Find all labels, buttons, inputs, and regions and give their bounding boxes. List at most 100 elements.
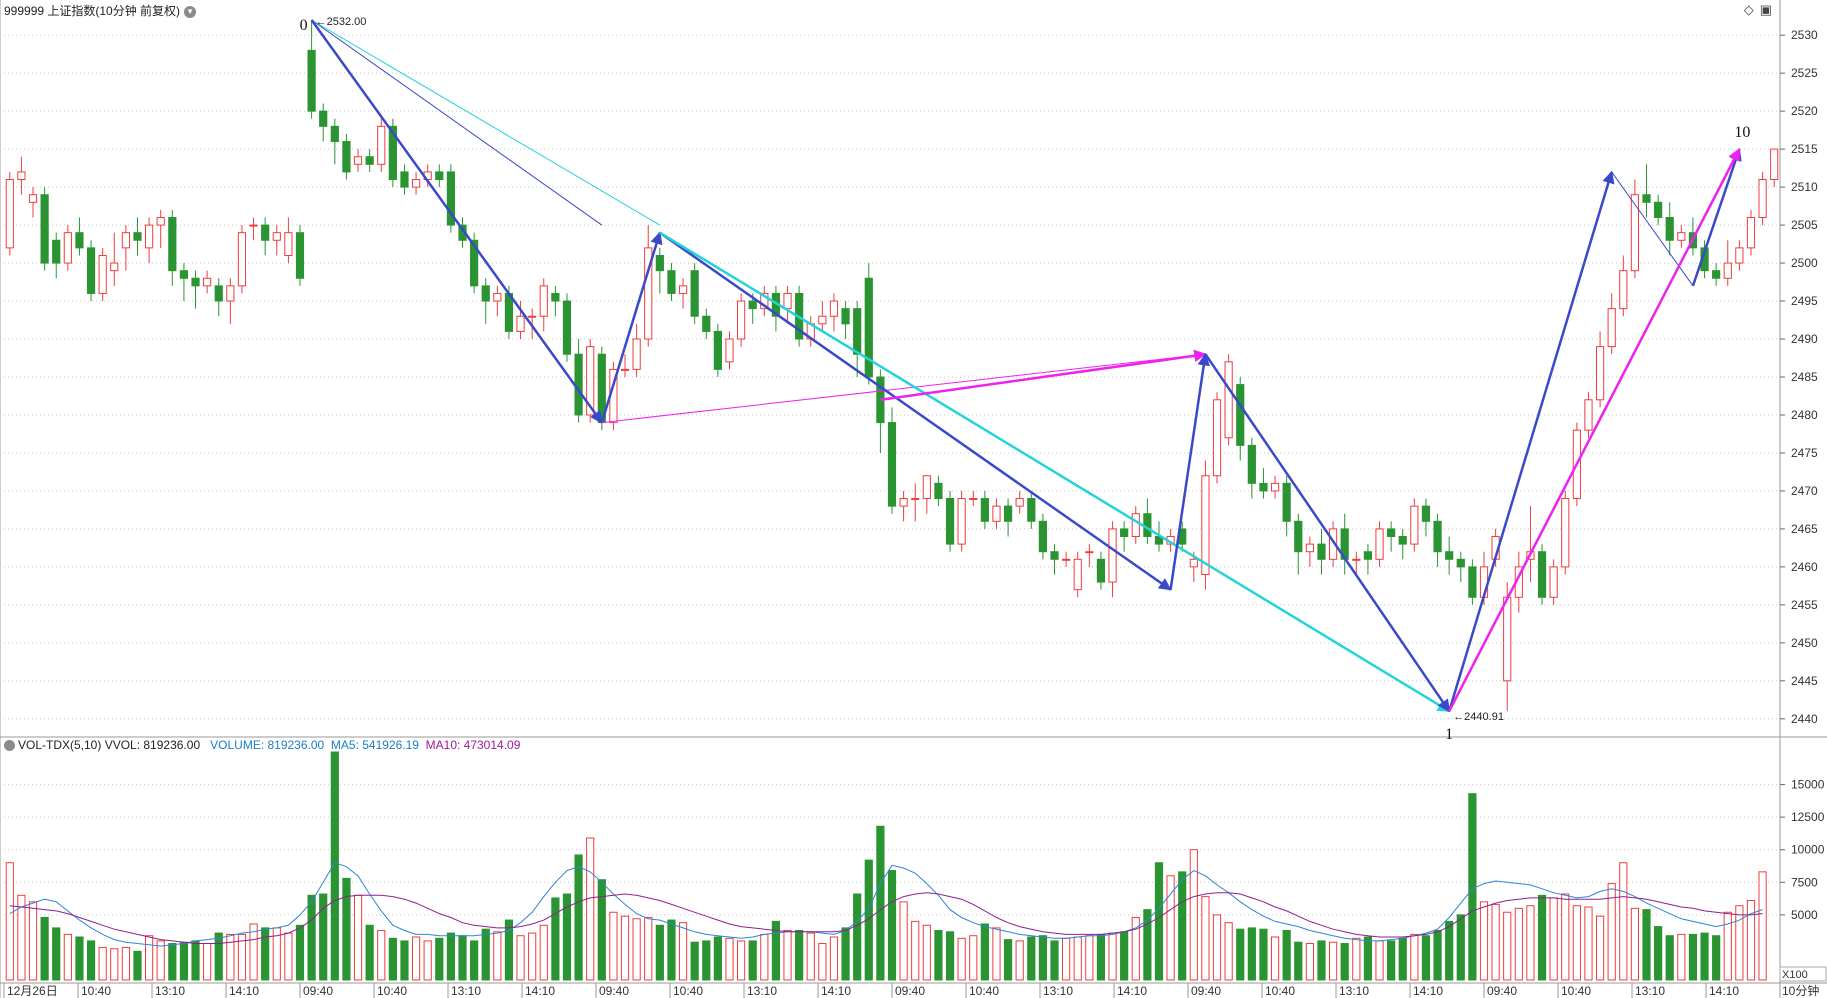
price-tick-label: 2455 — [1791, 598, 1818, 612]
volume-bar-down — [1688, 933, 1698, 981]
candle-up — [1189, 558, 1198, 568]
trend-line — [880, 349, 1207, 402]
chevron-down-icon[interactable]: ▼ — [184, 5, 197, 18]
window-icon[interactable]: ▣ — [1759, 2, 1772, 17]
candle-up — [1062, 558, 1071, 561]
price-tick-label: 2525 — [1791, 66, 1818, 80]
volume-bar-up — [725, 937, 734, 981]
candle-down — [86, 247, 96, 294]
volume-bar-down — [295, 924, 305, 981]
time-tick-label: 09:40 — [303, 984, 333, 998]
candle-down — [1143, 513, 1152, 538]
volume-bar-down — [365, 924, 374, 981]
volume-bar-down — [1433, 929, 1442, 981]
candle-down — [388, 125, 397, 181]
candle-up — [284, 232, 293, 256]
candle-up — [121, 232, 130, 249]
time-tick-label: 12月26日 — [7, 984, 58, 998]
volume-bar-down — [1340, 943, 1349, 981]
volume-bar-up — [620, 915, 630, 981]
candle-up — [957, 498, 966, 545]
price-tick-label: 2445 — [1791, 674, 1818, 688]
candle-down — [1027, 498, 1036, 522]
trend-line — [601, 353, 1206, 424]
volume-bar-up — [539, 924, 548, 981]
price-tick-label: 2480 — [1791, 408, 1818, 422]
volume-value: VOLUME: 819236.00 — [210, 738, 325, 752]
volume-bar-up — [1619, 862, 1628, 981]
volume-bar-up — [992, 927, 1001, 981]
volume-bar-up — [516, 935, 525, 981]
volume-bar-down — [1178, 871, 1187, 981]
volume-bar-down — [1027, 936, 1036, 981]
candle-down — [40, 194, 49, 264]
candle-up — [110, 262, 119, 272]
price-tick-label: 2460 — [1791, 560, 1818, 574]
volume-bar-down — [1143, 909, 1152, 981]
volume-bar-up — [1015, 940, 1024, 981]
volume-bar-up — [1584, 906, 1593, 981]
candle-up — [1607, 308, 1616, 348]
volume-bar-down — [52, 927, 61, 981]
volume-bar-down — [1259, 928, 1268, 981]
candle-up — [818, 315, 827, 325]
candle-up — [1375, 528, 1384, 560]
diamond-icon[interactable]: ◇ — [1743, 2, 1754, 17]
candle-up — [620, 368, 630, 371]
volume-bar-down — [191, 940, 200, 981]
time-tick-label: 14:10 — [1413, 984, 1443, 998]
volume-bar-up — [98, 946, 107, 981]
candle-up — [1561, 498, 1570, 568]
price-tick-label: 2440 — [1791, 712, 1818, 726]
time-tick-label: 13:10 — [1635, 984, 1665, 998]
volume-bar-down — [1050, 940, 1059, 981]
candle-down — [551, 292, 560, 302]
candle-down — [667, 270, 676, 294]
candle-down — [702, 315, 711, 332]
volume-bar-down — [667, 919, 676, 981]
volume-bar-up — [1328, 941, 1338, 981]
candle-down — [1120, 528, 1129, 538]
candle-up — [144, 224, 154, 249]
volume-bar-up — [609, 911, 618, 981]
volume-bar-up — [736, 940, 746, 981]
volume-bar-down — [1398, 937, 1407, 981]
volume-bar-up — [644, 916, 653, 981]
volume-bar-down — [702, 940, 711, 981]
volume-bar-down — [261, 927, 270, 981]
chart-title-bar: 999999 上证指数(10分钟 前复权) ▼ — [4, 2, 197, 19]
candle-down — [1236, 384, 1245, 446]
volume-bar-down — [1445, 920, 1454, 981]
volume-bar-up — [1166, 875, 1175, 981]
volume-bar-down — [1317, 940, 1326, 981]
volume-scale-box — [1779, 966, 1827, 982]
top-icon-bar: ◇ ▣ — [1738, 2, 1772, 18]
volume-bar-up — [1352, 937, 1361, 981]
candle-up — [1758, 179, 1767, 218]
volume-bar-down — [1421, 935, 1431, 981]
chevron-down-icon[interactable] — [4, 740, 15, 752]
volume-bar-up — [1212, 914, 1222, 981]
volume-bar-down — [713, 936, 722, 981]
candle-up — [493, 292, 502, 302]
volume-bar-up — [353, 894, 363, 981]
price-tick-label: 2520 — [1791, 104, 1818, 118]
candle-up — [237, 232, 247, 287]
candle-up — [528, 315, 537, 318]
volume-bar-up — [1503, 911, 1512, 981]
trend-line — [311, 19, 661, 226]
candle-down — [261, 224, 270, 241]
volume-bar-down — [934, 929, 943, 981]
volume-bar-down — [1120, 931, 1129, 981]
volume-bar-down — [446, 932, 456, 981]
candle-up — [203, 277, 212, 287]
volume-bar-down — [133, 950, 142, 981]
volume-bar-down — [1665, 935, 1674, 981]
volume-bar-down — [307, 894, 316, 981]
candle-down — [864, 277, 873, 378]
time-tick-label: 09:40 — [1191, 984, 1221, 998]
trend-line — [1691, 147, 1742, 287]
candle-down — [1456, 558, 1465, 568]
candle-up — [922, 475, 931, 500]
